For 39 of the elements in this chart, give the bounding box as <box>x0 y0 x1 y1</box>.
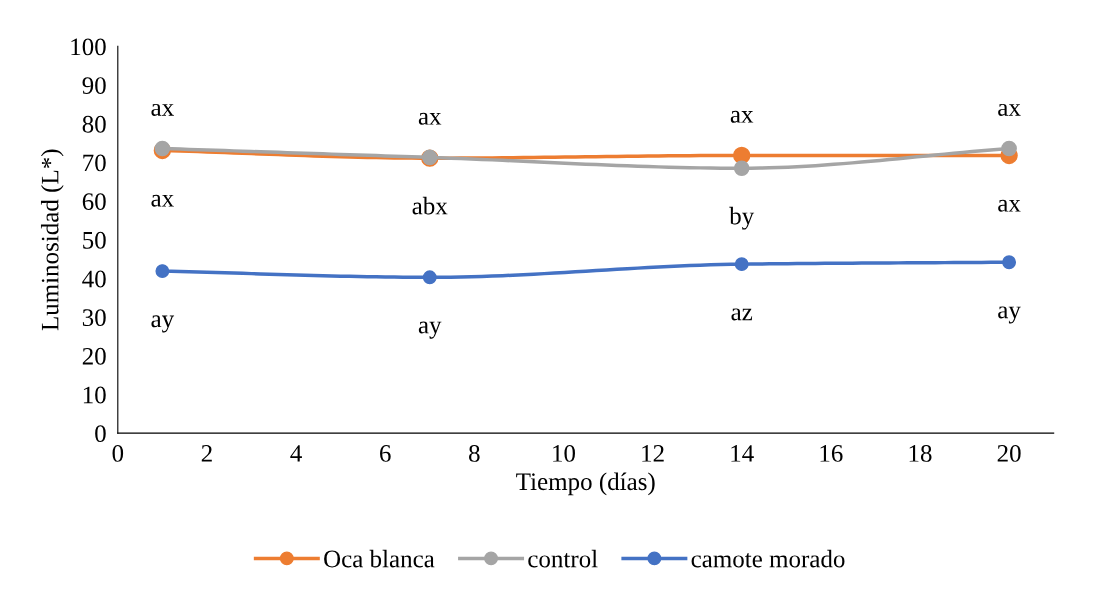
legend-label: Oca blanca <box>324 549 435 568</box>
y-tick-label: 50 <box>83 231 106 249</box>
y-tick-label: 100 <box>71 38 106 56</box>
x-tick-label: 0 <box>112 444 124 462</box>
x-tick-label: 12 <box>642 445 664 462</box>
x-tick-label: 20 <box>997 444 1021 462</box>
annotation: ay <box>998 306 1021 324</box>
annotation: ax <box>151 194 174 207</box>
annotation: abx <box>412 196 448 215</box>
annotation: ay <box>418 321 442 339</box>
y-tick-label: 10 <box>83 386 106 404</box>
annotation: ax <box>998 199 1021 212</box>
y-tick-label: 90 <box>82 77 106 94</box>
y-tick-label: 20 <box>82 347 106 365</box>
y-axis-title: Luminosidad (L*) <box>40 149 64 331</box>
y-tick-label: 30 <box>82 309 106 327</box>
annotation: ax <box>998 103 1021 116</box>
annotation: ay <box>151 315 175 333</box>
y-tick-label: 80 <box>82 115 106 133</box>
x-tick-label: 16 <box>820 445 843 462</box>
legend-label: camote morado <box>691 549 845 568</box>
y-tick-label: 40 <box>82 270 106 288</box>
x-tick-label: 18 <box>909 444 932 462</box>
x-tick-label: 8 <box>469 444 480 462</box>
annotation: by <box>729 206 755 230</box>
x-tick-label: 10 <box>553 444 575 462</box>
annotation: az <box>731 308 753 321</box>
y-tick-label: 70 <box>83 154 106 172</box>
x-axis-title: Tiempo (días) <box>516 472 655 496</box>
x-tick-label: 4 <box>290 445 302 462</box>
annotation: ax <box>730 110 754 123</box>
y-tick-label: 60 <box>82 193 106 211</box>
annotation: ax <box>418 112 442 125</box>
x-tick-label: 14 <box>731 445 754 462</box>
x-tick-label: 2 <box>201 445 212 462</box>
legend-label: control <box>528 549 598 568</box>
x-tick-label: 6 <box>380 445 391 462</box>
y-tick-label: 0 <box>95 425 106 443</box>
annotation: ax <box>151 103 174 116</box>
